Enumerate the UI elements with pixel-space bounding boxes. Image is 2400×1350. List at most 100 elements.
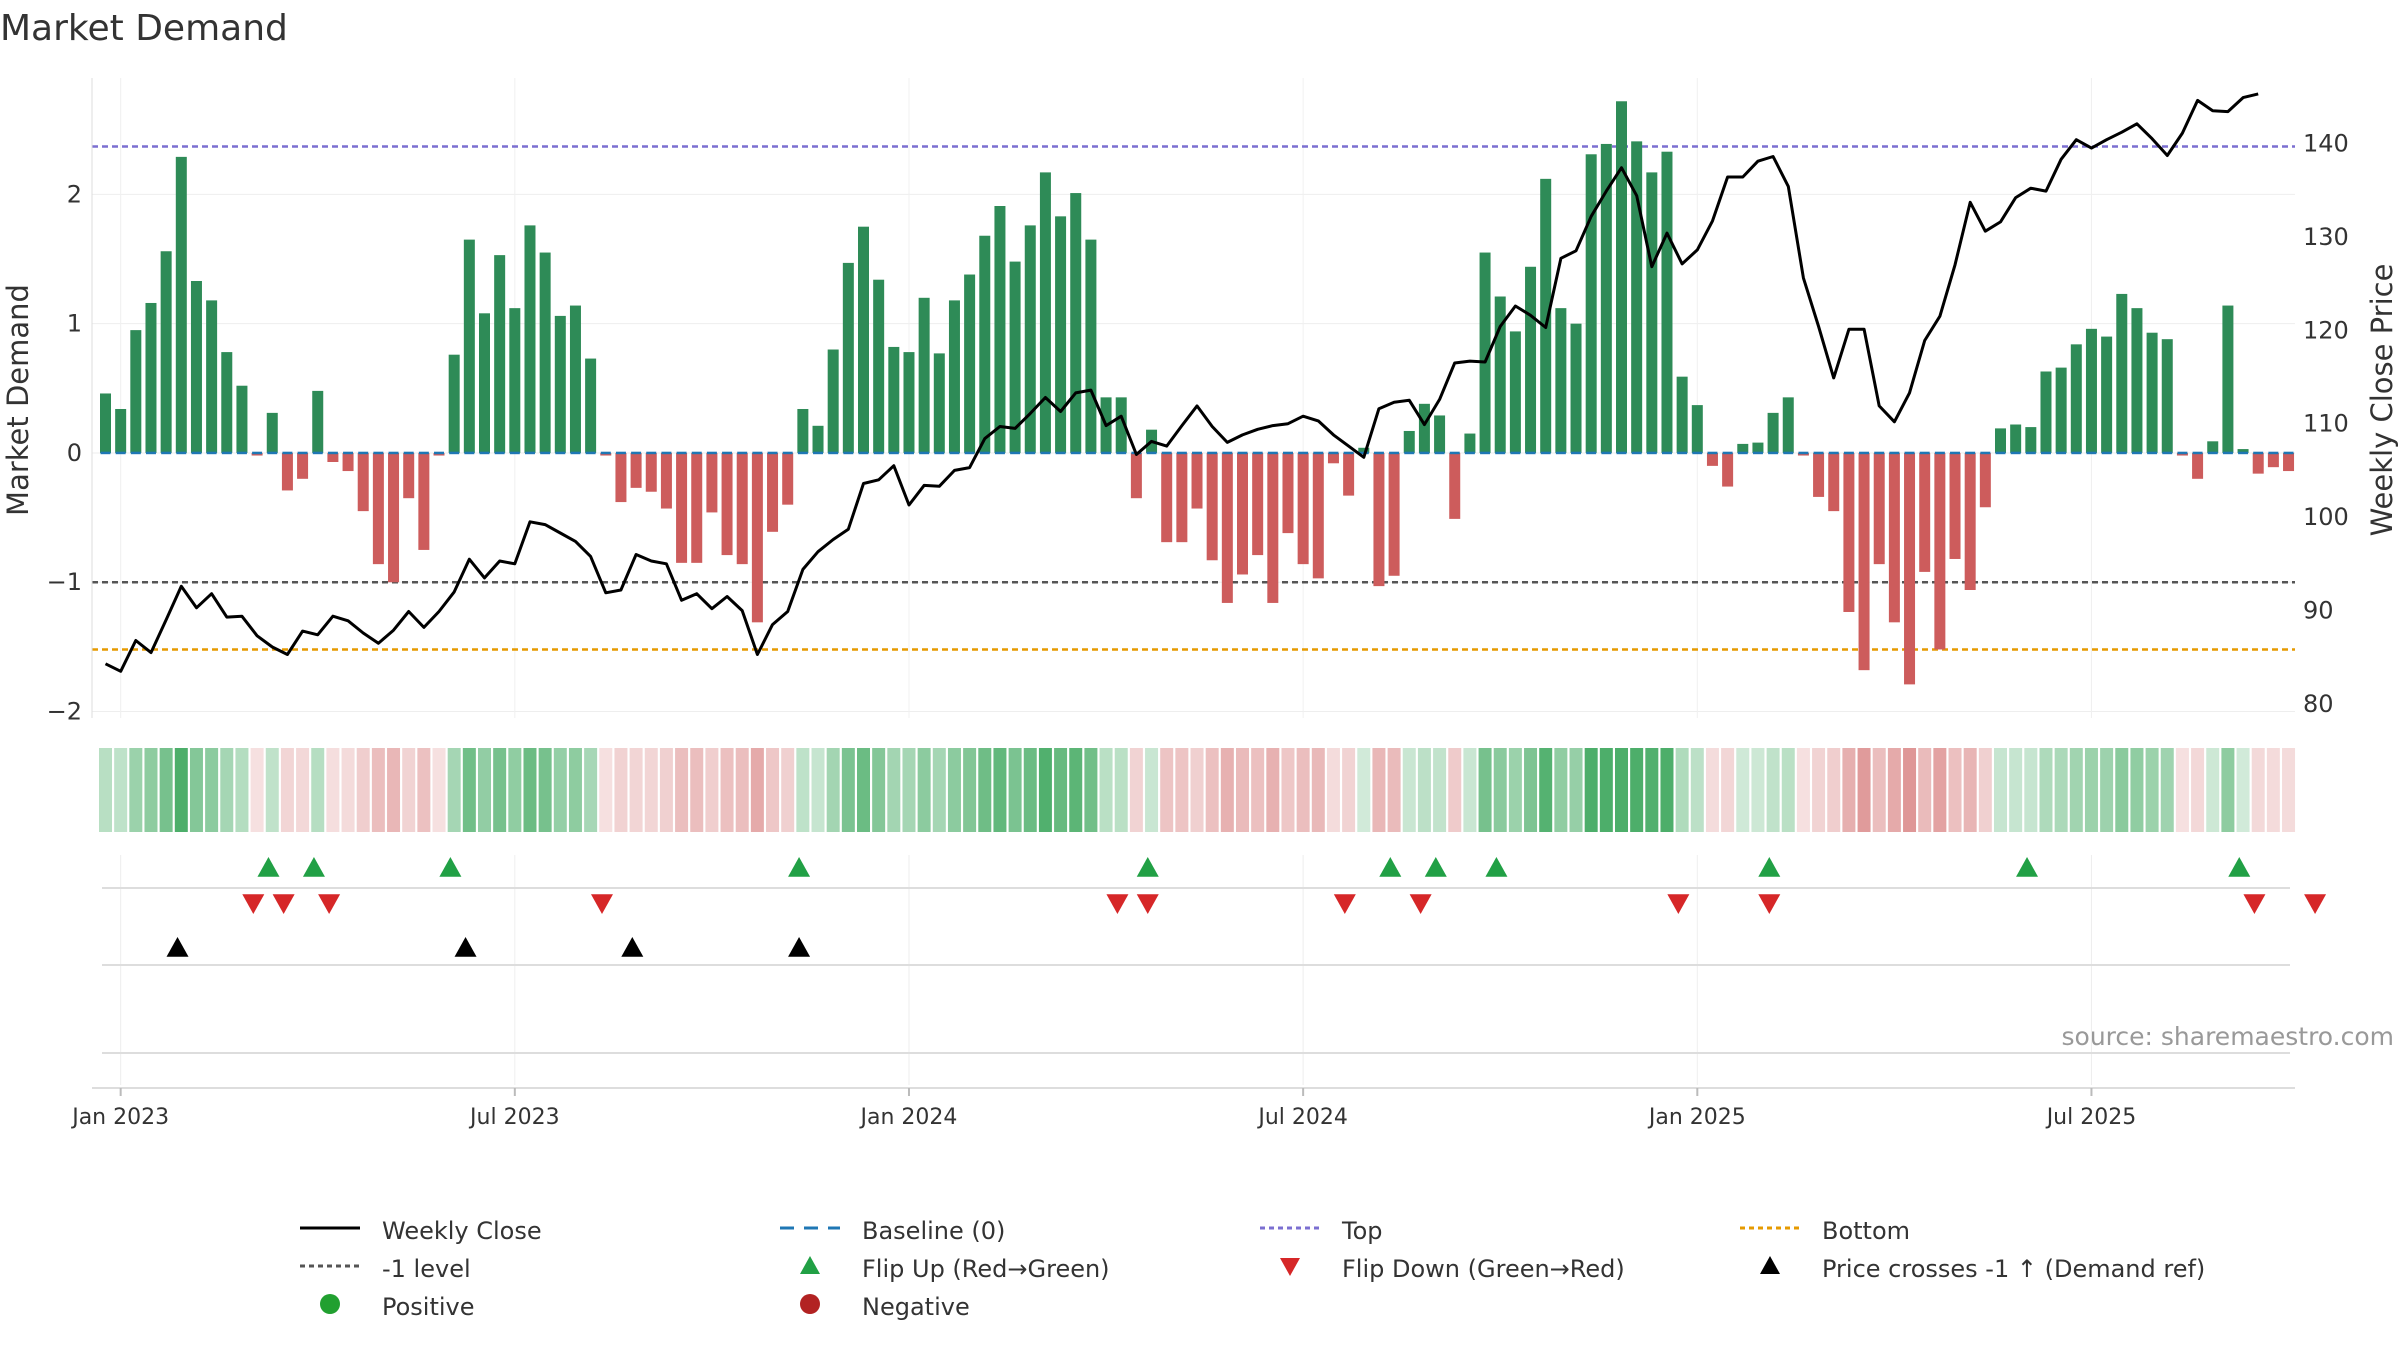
legend-label: Weekly Close <box>382 1217 542 1245</box>
heat-cell <box>1266 748 1280 832</box>
demand-bar <box>206 300 218 453</box>
demand-bar <box>630 452 642 488</box>
weekly-close-line <box>104 92 2259 673</box>
demand-bar <box>827 349 839 453</box>
demand-bar <box>1828 452 1840 512</box>
demand-bar <box>509 308 521 453</box>
flip-up-marker <box>1136 857 1159 877</box>
flip-up-marker <box>1485 857 1508 877</box>
demand-bar <box>1327 452 1339 464</box>
demand-bar <box>691 452 703 563</box>
demand-bar <box>221 352 233 453</box>
heat-cell <box>387 748 401 832</box>
legend-symbol-bottom <box>1740 1214 1822 1248</box>
heat-cell <box>1220 748 1234 832</box>
demand-bar <box>1570 323 1582 453</box>
x-tick-label: Jan 2023 <box>70 1105 169 1130</box>
heat-cell <box>2039 748 2053 832</box>
market-demand-chart: −2 −1 0 1 2 80 90 100 110 120 130 140 Market Demand W… <box>1 78 2399 1130</box>
heat-cell <box>1372 748 1386 832</box>
flip-down-marker <box>1667 894 1690 914</box>
heat-cell <box>159 748 173 832</box>
demand-bar <box>1797 452 1809 456</box>
demand-bar <box>1479 252 1491 453</box>
demand-bar <box>1873 452 1885 565</box>
demand-bar <box>1176 452 1188 543</box>
heat-cell <box>766 748 780 832</box>
heat-cell <box>1842 748 1856 832</box>
demand-bar <box>1631 141 1643 453</box>
demand-bar <box>812 425 824 453</box>
demand-bar <box>372 452 384 565</box>
demand-bar <box>357 452 369 512</box>
demand-bar <box>736 452 748 565</box>
y2-tick-label: 130 <box>2303 223 2349 251</box>
heat-cell <box>796 748 810 832</box>
heat-cell <box>1857 748 1871 832</box>
demand-bar <box>1297 452 1309 565</box>
heat-cell <box>250 748 264 832</box>
heat-cell <box>1918 748 1932 832</box>
heat-cell <box>584 748 598 832</box>
heat-cell <box>1387 748 1401 832</box>
demand-bar <box>842 262 854 453</box>
heat-cell <box>1630 748 1644 832</box>
heat-cell <box>1660 748 1674 832</box>
heat-cell <box>417 748 431 832</box>
legend-item-baseline: Baseline (0) <box>780 1214 1260 1248</box>
flip-up-marker <box>2016 857 2039 877</box>
demand-bar <box>1767 412 1779 453</box>
heat-cell <box>1402 748 1416 832</box>
demand-bar <box>1540 178 1552 453</box>
heat-cell <box>1205 748 1219 832</box>
demand-bar <box>160 251 172 453</box>
x-tick-label: Jul 2024 <box>1256 1105 1348 1130</box>
demand-bar <box>1555 308 1567 453</box>
heat-cell <box>2160 748 2174 832</box>
heat-cell <box>129 748 143 832</box>
price-cross-marker <box>454 937 477 957</box>
demand-bar <box>251 452 263 456</box>
demand-bar <box>297 452 309 479</box>
demand-bar <box>1964 452 1976 590</box>
heat-cell <box>1084 748 1098 832</box>
demand-bar <box>1009 261 1021 453</box>
heat-cell <box>1508 748 1522 832</box>
heat-cell <box>280 748 294 832</box>
heat-cell <box>1008 748 1022 832</box>
price-cross-marker <box>166 937 189 957</box>
heat-cell <box>478 748 491 832</box>
demand-heat-strip <box>99 748 2296 832</box>
demand-bar <box>1813 452 1825 497</box>
demand-bar <box>585 358 597 453</box>
flip-up-marker <box>439 857 462 877</box>
flip-down-marker <box>1758 894 1781 914</box>
demand-bars <box>100 101 2295 685</box>
demand-bar <box>479 313 490 453</box>
y2-tick-label: 110 <box>2303 410 2349 438</box>
demand-bar <box>1070 193 1082 453</box>
demand-bar <box>1904 452 1916 685</box>
heat-cell <box>220 748 234 832</box>
heat-cell <box>659 748 673 832</box>
demand-bar <box>569 305 581 453</box>
y2-tick-label: 80 <box>2303 690 2334 718</box>
demand-bar <box>1024 225 1036 453</box>
demand-bar <box>1616 101 1627 453</box>
flip-down-marker <box>272 894 295 914</box>
demand-bar <box>1312 452 1324 579</box>
heat-cell <box>1584 748 1598 832</box>
heat-cell <box>2266 748 2280 832</box>
x-tick-label: Jan 2024 <box>859 1105 958 1130</box>
flip-up-marker <box>2228 857 2251 877</box>
demand-bar <box>1403 430 1415 453</box>
y2-tick-label: 120 <box>2303 316 2349 344</box>
demand-bar <box>1752 442 1764 453</box>
legend-symbol-minus1 <box>300 1252 382 1286</box>
heat-cell <box>1615 748 1628 832</box>
demand-bar <box>403 452 415 499</box>
legend: Weekly Close Baseline (0) Top Bottom -1 leve… <box>300 1212 2250 1326</box>
heat-cell <box>2009 748 2023 832</box>
demand-bar <box>1237 452 1248 575</box>
demand-bar <box>145 302 157 453</box>
